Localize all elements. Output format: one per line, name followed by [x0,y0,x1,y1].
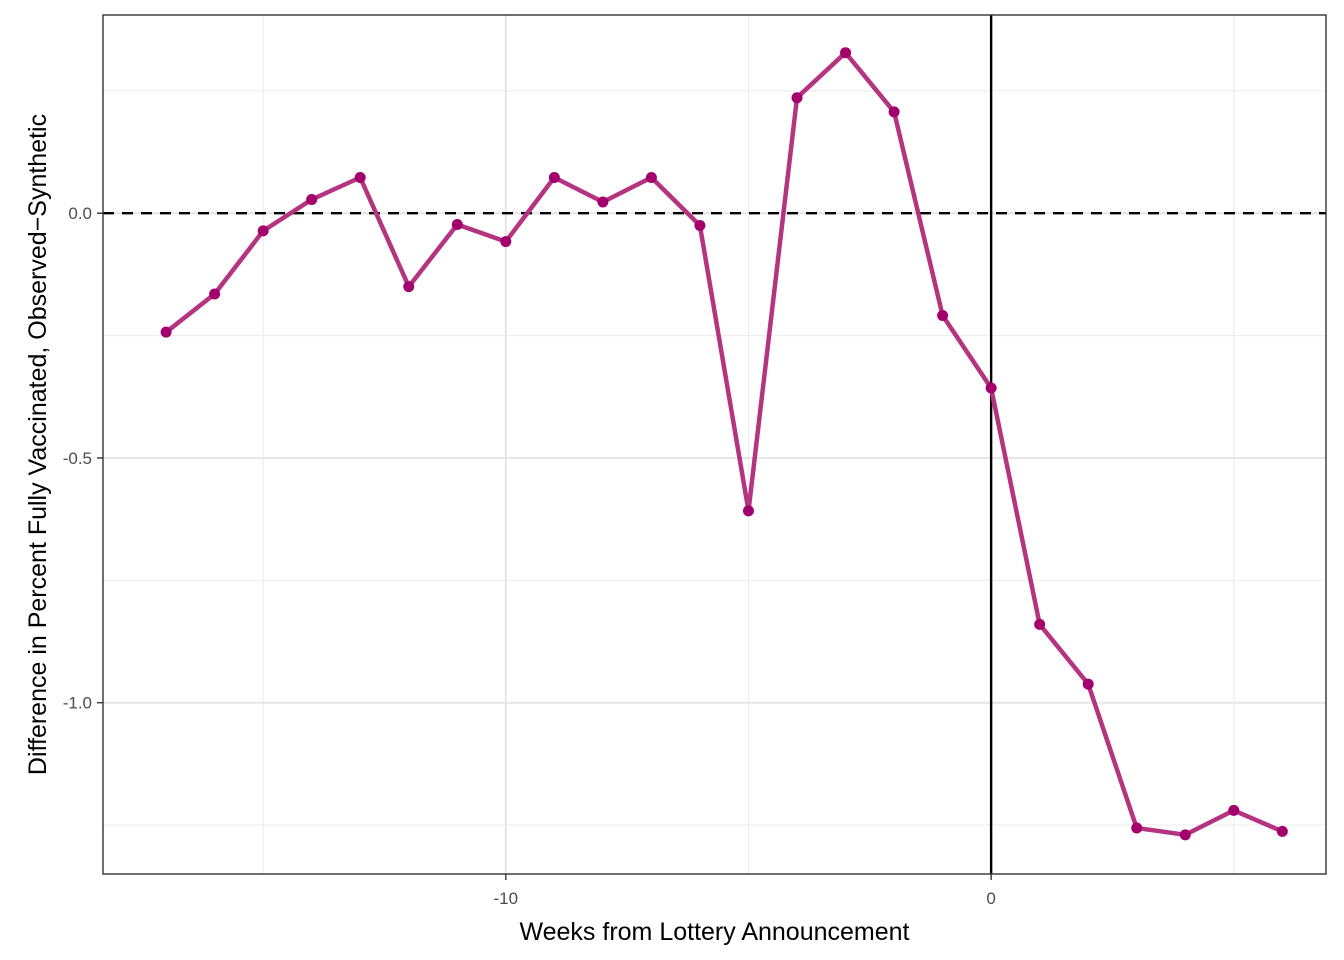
data-point [160,326,172,338]
data-point [1082,678,1094,690]
x-axis-title: Weeks from Lottery Announcement [519,918,909,946]
y-axis-ticks: -1.0 -0.5 0.0 [63,204,103,713]
data-point [791,92,803,104]
data-point [1034,618,1046,630]
x-axis-ticks: -10 0 [494,874,996,908]
y-tick-label: -1.0 [63,694,92,713]
data-point [597,196,609,208]
x-tick-label: 0 [986,889,995,908]
data-point [548,172,560,184]
data-point [257,225,269,237]
x-tick-label: -10 [494,889,519,908]
data-point [209,288,221,300]
plot-panel-background [103,15,1326,874]
data-point [937,310,949,322]
data-point [500,236,512,248]
data-point [1131,822,1143,834]
data-point [742,505,754,517]
series-line [163,50,1285,838]
series-layer [160,47,1288,841]
data-point [306,194,318,206]
data-point [1276,825,1288,837]
y-tick-label: 0.0 [68,204,92,223]
data-point [354,172,366,184]
data-point [645,172,657,184]
data-point [403,281,415,293]
y-tick-label: -0.5 [63,449,92,468]
data-point [1228,804,1240,816]
data-point [888,106,900,118]
data-point [840,47,852,59]
plot-panel-border [102,14,1327,875]
y-axis-title: Difference in Percent Fully Vaccinated, … [24,114,52,775]
data-point [1179,829,1191,841]
data-point [985,382,997,394]
data-point [451,218,463,230]
data-point [694,219,706,231]
grid-minor [103,15,1326,874]
